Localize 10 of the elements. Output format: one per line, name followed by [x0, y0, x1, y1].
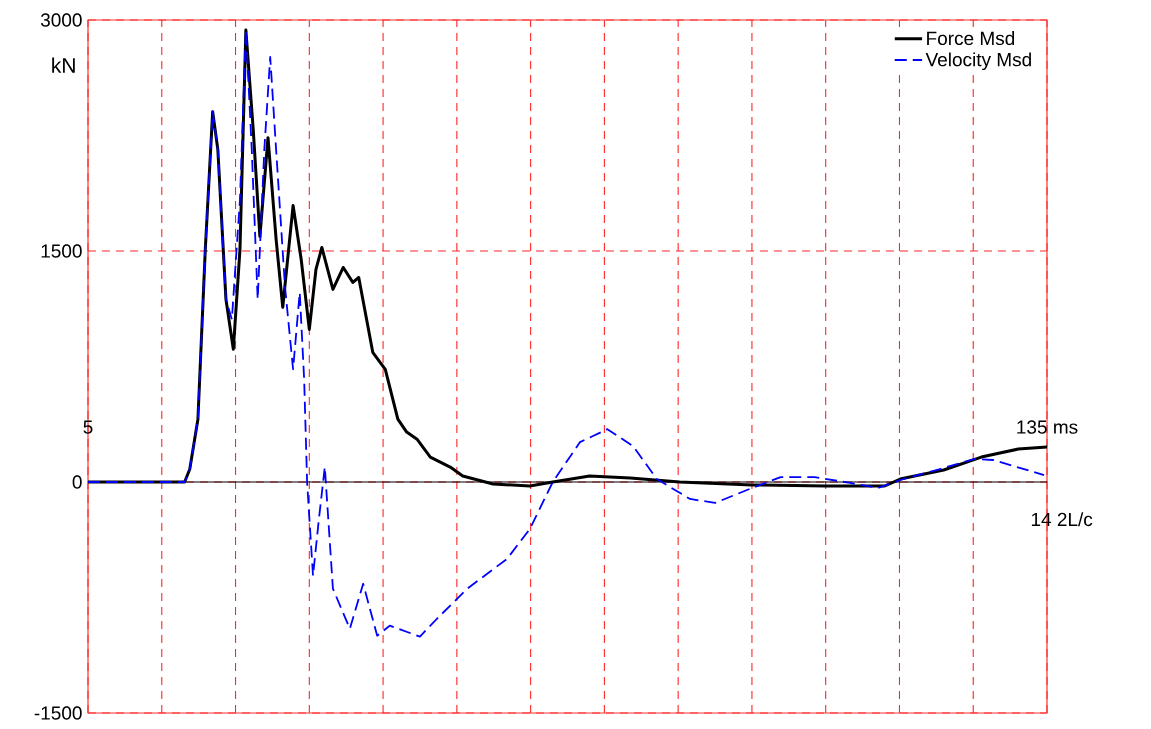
y-tick-label: -1500	[34, 706, 82, 720]
y-tick-label: 1500	[41, 244, 82, 258]
y-axis-title: kN	[52, 57, 75, 73]
legend-label: Velocity Msd	[925, 52, 1031, 71]
y-tick-label: 3000	[40, 13, 82, 27]
legend-label: Force Msd	[927, 31, 1015, 46]
y-tick-label: 0	[72, 475, 82, 489]
x-tick-label: 135 ms	[1017, 420, 1078, 434]
x-tick-label: 5	[83, 420, 93, 434]
annotation: 14 2L/c	[1031, 512, 1093, 527]
